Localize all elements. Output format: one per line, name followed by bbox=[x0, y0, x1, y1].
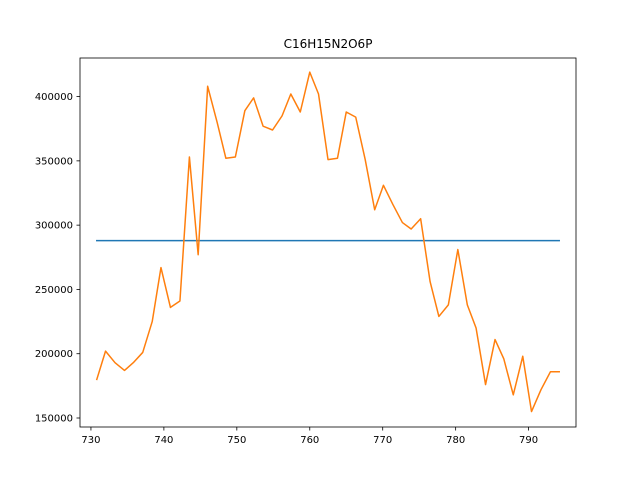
x-tick-label: 790 bbox=[519, 435, 538, 446]
y-tick-label: 150000 bbox=[35, 414, 73, 425]
chart-title: C16H15N2O6P bbox=[284, 37, 373, 51]
y-tick-label: 350000 bbox=[35, 156, 73, 167]
x-tick-label: 730 bbox=[81, 435, 100, 446]
x-tick-label: 780 bbox=[446, 435, 465, 446]
y-tick-label: 250000 bbox=[35, 285, 73, 296]
series-layer bbox=[95, 71, 560, 413]
y-tick-label: 300000 bbox=[35, 221, 73, 232]
y-tick-label: 200000 bbox=[35, 349, 73, 360]
x-tick-label: 760 bbox=[300, 435, 319, 446]
series-line-2 bbox=[95, 71, 560, 413]
x-tick-label: 750 bbox=[227, 435, 246, 446]
plot-frame bbox=[79, 57, 577, 428]
x-tick-label: 770 bbox=[373, 435, 392, 446]
x-tick-label: 740 bbox=[154, 435, 173, 446]
ticks-layer: 730 740 750 760 770 780 790 150000 200000 250000 3… bbox=[35, 92, 538, 446]
y-tick-label: 400000 bbox=[35, 92, 73, 103]
